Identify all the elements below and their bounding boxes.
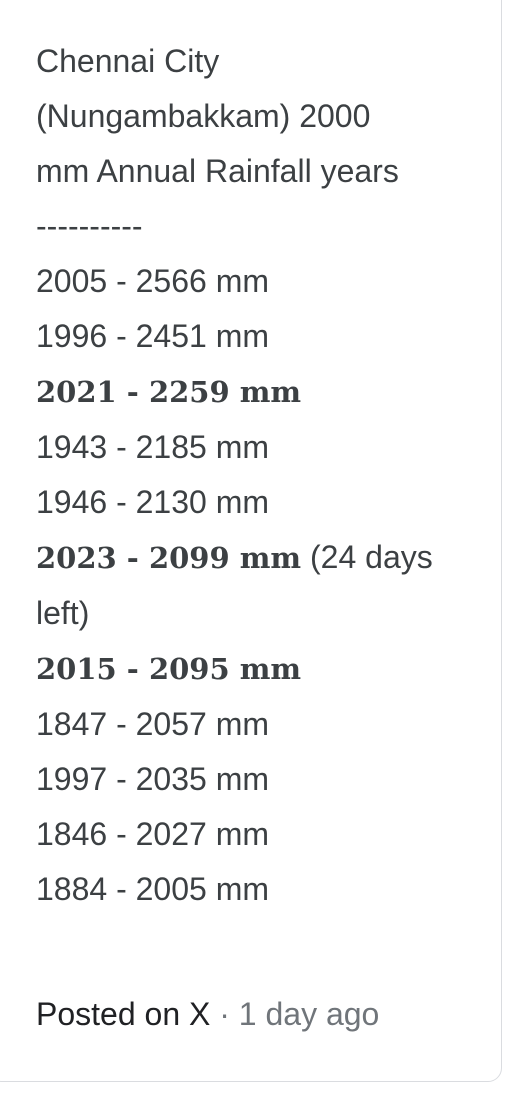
rainfall-entry-text: 1997 - 2035 mm <box>36 761 270 797</box>
rainfall-entry-text-bold: 2015 - 2095 mm <box>36 652 302 686</box>
rainfall-entry: 1847 - 2057 mm <box>36 697 476 752</box>
post-source-link[interactable]: Posted on X <box>36 996 211 1032</box>
post-content: Chennai City (Nungambakkam) 2000 mm Annu… <box>36 34 476 917</box>
post-timestamp: 1 day ago <box>238 996 380 1032</box>
rainfall-entry: 1846 - 2027 mm <box>36 807 476 862</box>
post-title-line: (Nungambakkam) 2000 <box>36 98 371 134</box>
post-title-line: Chennai City <box>36 43 220 79</box>
rainfall-entry-text-bold: 2021 - 2259 mm <box>36 375 302 409</box>
rainfall-entry: 1943 - 2185 mm <box>36 420 476 475</box>
post-footer: Posted on X · 1 day ago <box>36 990 379 1038</box>
rainfall-entry-text: 1847 - 2057 mm <box>36 706 270 742</box>
rainfall-entry-text: 1846 - 2027 mm <box>36 816 270 852</box>
rainfall-entry-text: 2005 - 2566 mm <box>36 263 270 299</box>
post-card[interactable] <box>0 0 502 1082</box>
rainfall-entry: 1997 - 2035 mm <box>36 752 476 807</box>
rainfall-entry: 1946 - 2130 mm <box>36 475 476 530</box>
rainfall-entry-text-bold: 2023 - 2099 mm <box>36 541 302 575</box>
rainfall-entry: 2015 - 2095 mm <box>36 641 476 697</box>
rainfall-entry: 1884 - 2005 mm <box>36 862 476 917</box>
rainfall-entry-text: 1943 - 2185 mm <box>36 429 270 465</box>
rainfall-entry-note: (24 days left) <box>36 539 433 631</box>
post-title-line: mm Annual Rainfall years <box>36 153 399 189</box>
rainfall-entry-text: 1946 - 2130 mm <box>36 484 270 520</box>
rainfall-entry: 1996 - 2451 mm <box>36 309 476 364</box>
separator-dot: · <box>219 996 230 1032</box>
rainfall-entry-text: 1996 - 2451 mm <box>36 318 270 354</box>
separator: ---------- <box>36 208 143 244</box>
rainfall-entry: 2023 - 2099 mm (24 days left) <box>36 530 476 641</box>
rainfall-entry: 2021 - 2259 mm <box>36 364 476 420</box>
rainfall-entry-text: 1884 - 2005 mm <box>36 871 270 907</box>
rainfall-entry: 2005 - 2566 mm <box>36 254 476 309</box>
